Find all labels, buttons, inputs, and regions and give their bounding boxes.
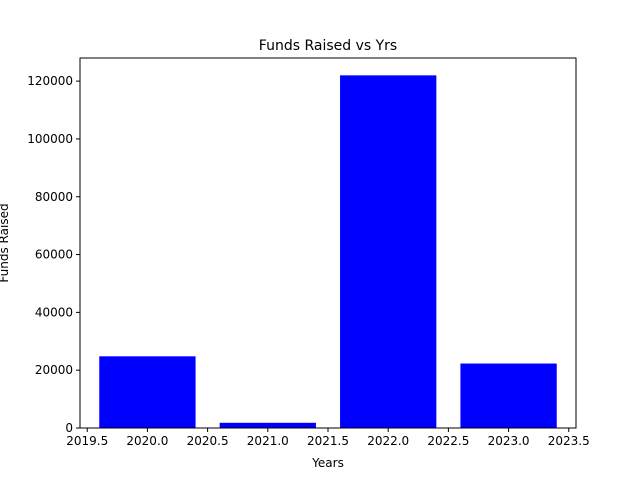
bar-2023	[460, 363, 557, 428]
y-tick-label: 80000	[35, 190, 73, 204]
plot-frame	[79, 57, 577, 429]
bars-layer	[99, 75, 557, 428]
x-tick-label: 2023.0	[488, 434, 530, 448]
x-tick-label: 2021.5	[307, 434, 349, 448]
y-tick-label: 120000	[27, 74, 73, 88]
chart-title: Funds Raised vs Yrs	[259, 38, 397, 54]
y-tick-label: 0	[65, 421, 73, 435]
bar-2021	[219, 422, 316, 428]
x-tick-label: 2020.5	[187, 434, 229, 448]
y-tick-label: 40000	[35, 305, 73, 319]
y-tick-label: 60000	[35, 248, 73, 262]
y-tick-label: 20000	[35, 363, 73, 377]
x-tick-label: 2019.5	[66, 434, 108, 448]
bar-2022	[340, 75, 437, 428]
y-axis-ticks: 0 20000 40000 60000 80000 100000 120000	[27, 74, 80, 435]
x-tick-label: 2022.5	[427, 434, 469, 448]
x-tick-label: 2020.0	[126, 434, 168, 448]
x-axis-title: Years	[311, 456, 344, 470]
x-tick-label: 2022.0	[367, 434, 409, 448]
x-axis-ticks: 2019.5 2020.0 2020.5 2021.0 2021.5 2022.0 2022…	[66, 428, 590, 448]
bar-2020	[99, 356, 196, 428]
x-tick-label: 2023.5	[548, 434, 590, 448]
y-tick-label: 100000	[27, 132, 73, 146]
y-axis-title: Funds Raised	[0, 203, 11, 282]
x-tick-label: 2021.0	[247, 434, 289, 448]
